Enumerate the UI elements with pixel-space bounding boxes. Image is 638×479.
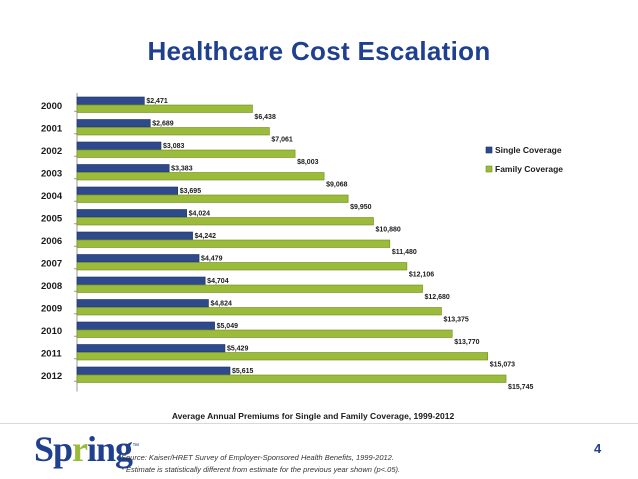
data-label: $9,068: [326, 182, 348, 189]
legend-swatch-single: [485, 146, 493, 154]
source-line-1: Source: Kaiser/HRET Survey of Employer-S…: [121, 453, 394, 462]
family-coverage-bar: [76, 284, 423, 293]
source-line-2: * Estimate is statistically different fr…: [121, 465, 401, 474]
single-coverage-bar: [76, 209, 187, 218]
chart-title: Healthcare Cost Escalation: [147, 36, 491, 66]
data-label: $4,824: [210, 301, 232, 308]
legend-label: Family Coverage: [495, 164, 563, 174]
data-label: $3,695: [180, 188, 202, 195]
category-label: 2012: [41, 371, 62, 382]
data-label: $3,083: [163, 143, 185, 150]
category-label: 2010: [41, 326, 62, 337]
data-label: $6,438: [254, 114, 276, 121]
data-label: $4,024: [189, 211, 211, 218]
data-label: $12,680: [425, 294, 450, 301]
data-label: $7,061: [271, 137, 293, 144]
category-label: 2011: [41, 349, 62, 360]
category-label: 2001: [41, 124, 63, 135]
data-label: $8,003: [297, 159, 319, 166]
footer-divider: [0, 423, 638, 424]
legend-swatch-family: [485, 165, 493, 173]
single-coverage-bar: [76, 299, 209, 308]
data-label: $3,383: [171, 166, 193, 173]
single-coverage-bar: [76, 344, 226, 353]
single-coverage-bar: [76, 366, 231, 375]
data-label: $5,049: [217, 323, 239, 330]
page-number: 4: [594, 441, 602, 456]
source-note: Source: Kaiser/HRET Survey of Employer-S…: [121, 452, 400, 476]
category-label: 2006: [41, 236, 62, 247]
data-label: $9,950: [350, 204, 372, 211]
data-label: $15,073: [490, 362, 515, 369]
data-label: $5,429: [227, 346, 249, 353]
family-coverage-bar: [76, 239, 391, 248]
single-coverage-bar: [76, 231, 193, 240]
category-label: 2004: [41, 191, 63, 202]
data-label: $15,745: [508, 384, 533, 391]
single-coverage-bar: [76, 186, 178, 195]
family-coverage-bar: [76, 374, 507, 383]
family-coverage-bar: [76, 329, 453, 338]
family-coverage-bar: [76, 217, 374, 226]
family-coverage-bar: [76, 127, 270, 136]
category-label: 2008: [41, 281, 62, 292]
category-label: 2003: [41, 169, 62, 180]
single-coverage-bar: [76, 321, 215, 330]
category-label: 2007: [41, 259, 62, 270]
family-coverage-bar: [76, 194, 349, 203]
data-label: $10,880: [375, 227, 400, 234]
family-coverage-bar: [76, 149, 296, 158]
legend-label: Single Coverage: [495, 145, 562, 155]
category-label: 2000: [41, 101, 62, 112]
single-coverage-bar: [76, 119, 151, 128]
data-label: $12,106: [409, 272, 434, 279]
family-coverage-bar: [76, 352, 489, 361]
data-label: $2,471: [146, 98, 168, 105]
family-coverage-bar: [76, 307, 442, 316]
data-label: $11,480: [392, 249, 417, 256]
single-coverage-bar: [76, 96, 145, 105]
data-label: $2,689: [152, 121, 174, 128]
single-coverage-bar: [76, 276, 206, 285]
data-label: $5,615: [232, 368, 254, 375]
family-coverage-bar: [76, 262, 408, 271]
category-label: 2002: [41, 146, 62, 157]
data-label: $4,242: [195, 233, 217, 240]
single-coverage-bar: [76, 164, 170, 173]
spring-logo: Spring™: [34, 429, 139, 469]
x-axis-label: Average Annual Premiums for Single and F…: [172, 411, 455, 421]
category-label: 2009: [41, 304, 62, 315]
single-coverage-bar: [76, 254, 200, 263]
data-label: $4,704: [207, 278, 229, 285]
category-label: 2005: [41, 214, 63, 225]
data-label: $4,479: [201, 256, 223, 263]
data-label: $13,770: [454, 339, 479, 346]
data-label: $13,375: [443, 317, 468, 324]
family-coverage-bar: [76, 104, 253, 113]
single-coverage-bar: [76, 141, 162, 150]
family-coverage-bar: [76, 172, 325, 181]
